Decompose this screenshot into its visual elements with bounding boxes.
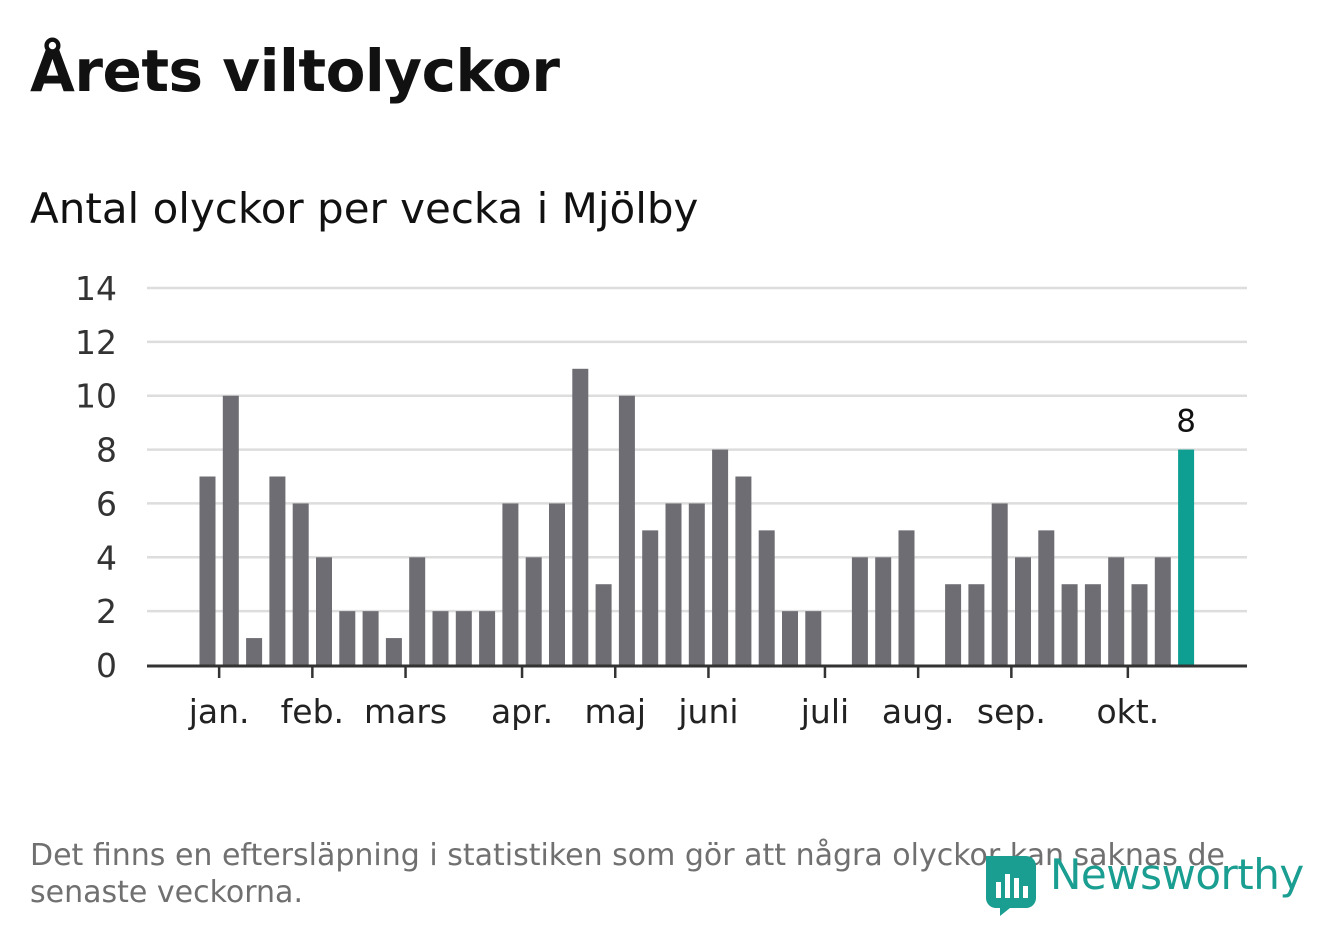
bar [1108, 557, 1125, 665]
y-tick-label: 4 [96, 538, 117, 577]
bar [712, 449, 729, 665]
bar [432, 611, 449, 665]
bar [269, 476, 286, 665]
y-axis-ticks: 0 2 4 6 8 10 12 14 [75, 269, 117, 685]
x-tick-label: jan. [188, 692, 250, 731]
bar [782, 611, 798, 665]
bar [875, 557, 892, 665]
x-tick-label: apr. [491, 692, 553, 731]
bar-highlighted [1178, 449, 1195, 665]
y-tick-label: 10 [75, 377, 117, 416]
bar [292, 503, 309, 665]
y-tick-label: 6 [96, 484, 117, 523]
data-label: 8 [1176, 404, 1196, 440]
bar [525, 557, 542, 665]
bar [945, 584, 962, 665]
bar [199, 476, 216, 665]
chart-subtitle: Antal olyckor per vecka i Mjölby [30, 184, 699, 233]
bar [316, 557, 332, 665]
bar [479, 611, 496, 665]
bar [222, 395, 239, 665]
y-tick-label: 14 [75, 269, 117, 308]
x-tick-label: sep. [977, 692, 1046, 731]
bar [339, 611, 356, 665]
bar [1154, 557, 1171, 665]
bar [758, 530, 775, 665]
bar [1061, 584, 1078, 665]
bar [595, 584, 612, 665]
chart-title: Årets viltolyckor [30, 37, 560, 105]
bar [1131, 584, 1148, 665]
bar [618, 395, 635, 665]
x-tick-label: mars [364, 692, 447, 731]
bar [851, 557, 868, 665]
y-tick-label: 12 [75, 323, 117, 362]
x-tick-label: aug. [882, 692, 955, 731]
bars [199, 368, 1195, 665]
bar [688, 503, 705, 665]
y-tick-label: 8 [96, 431, 117, 470]
bar [572, 368, 589, 665]
bar [1084, 584, 1101, 665]
x-tick-label: maj [584, 692, 646, 731]
y-tick-label: 0 [96, 646, 117, 685]
newsworthy-brand: Newsworthy [1050, 850, 1304, 899]
bar [409, 557, 426, 665]
bar [1038, 530, 1055, 665]
bar-chart: 0 2 4 6 8 10 12 14 jan. feb. mars apr. maj juni juli a… [75, 269, 1247, 731]
bar [642, 530, 659, 665]
bar [991, 503, 1008, 665]
x-tick-label: okt. [1096, 692, 1159, 731]
bar [385, 638, 402, 665]
newsworthy-logo-icon [986, 856, 1036, 916]
bar [502, 503, 519, 665]
bar [362, 611, 379, 665]
bar [898, 530, 915, 665]
bar [805, 611, 822, 665]
newsworthy-logo[interactable]: Newsworthy [980, 848, 1304, 918]
bar [968, 584, 985, 665]
y-tick-label: 2 [96, 592, 117, 631]
bar [735, 476, 752, 665]
x-tick-label: feb. [281, 692, 344, 731]
data-labels: 8 [1176, 404, 1196, 440]
bar [665, 503, 682, 665]
bar [455, 611, 472, 665]
bar [549, 503, 565, 665]
x-axis-ticks: jan. feb. mars apr. maj juni juli aug. sep. okt. [188, 665, 1159, 731]
bar [1015, 557, 1031, 665]
bar [246, 638, 263, 665]
x-tick-label: juli [800, 692, 849, 731]
x-tick-label: juni [677, 692, 738, 731]
